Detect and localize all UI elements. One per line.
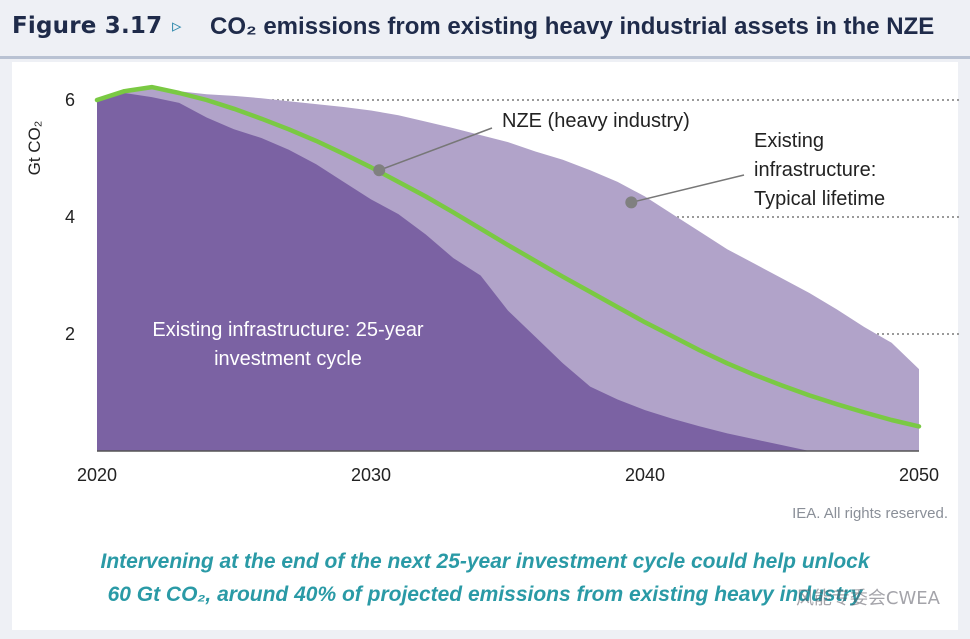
axes: 2020 2030 2040 2050 2 4 6 — [65, 90, 939, 485]
figure-number: Figure 3.17 — [12, 13, 163, 39]
nze-marker — [373, 164, 386, 177]
x-tick-2030: 2030 — [351, 465, 391, 485]
lifetime-label-line-2: infrastructure: — [754, 159, 876, 181]
takeaway-line-1: Intervening at the end of the next 25-ye… — [100, 550, 870, 573]
y-tick-2: 2 — [65, 324, 75, 344]
lifetime-marker — [625, 196, 638, 209]
takeaway-text: Intervening at the end of the next 25-ye… — [0, 545, 970, 611]
header-divider — [0, 56, 970, 59]
watermark-text: 风能专委会CWEA — [795, 588, 940, 609]
figure-arrow-icon: ▹ — [172, 16, 182, 37]
takeaway-line-2: 60 Gt CO₂, around 40% of projected emiss… — [107, 583, 863, 606]
y-tick-6: 6 — [65, 90, 75, 110]
credit-text: IEA. All rights reserved. — [792, 505, 948, 522]
lifetime-label-line-1: Existing — [754, 130, 824, 152]
figure-header: Figure 3.17 ▹ CO₂ emissions from existin… — [0, 0, 970, 56]
y-tick-4: 4 — [65, 207, 75, 227]
annotations: NZE (heavy industry) Existing infrastructu… — [152, 110, 885, 370]
line-nze-heavy-industry — [94, 84, 922, 429]
lifetime-label-line-3: Typical lifetime — [754, 188, 885, 210]
x-tick-2040: 2040 — [625, 465, 665, 485]
cycle-label-line-1: Existing infrastructure: 25-year — [152, 319, 424, 341]
area-25-year-cycle — [97, 93, 810, 451]
nze-label: NZE (heavy industry) — [502, 110, 690, 132]
nze-leader-line — [378, 127, 493, 171]
x-tick-2050: 2050 — [899, 465, 939, 485]
figure-title: CO₂ emissions from existing heavy indust… — [210, 13, 935, 40]
x-tick-2020: 2020 — [77, 465, 117, 485]
cycle-label-line-2: investment cycle — [214, 348, 362, 370]
y-axis-label: Gt CO₂ — [25, 121, 44, 176]
lifetime-leader-line — [631, 174, 745, 204]
